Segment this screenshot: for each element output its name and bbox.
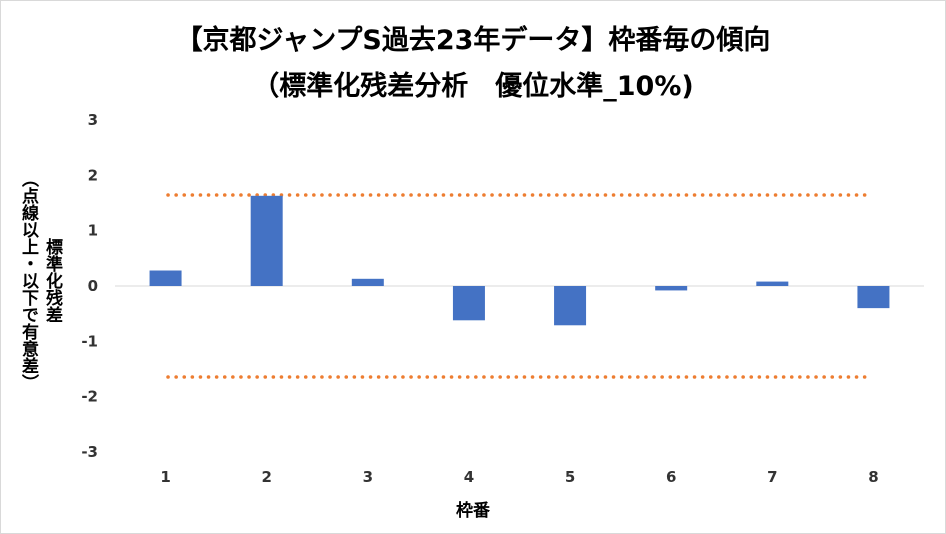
- x-tick-label: 8: [868, 468, 878, 486]
- bar: [351, 278, 384, 286]
- x-tick-label: 5: [565, 468, 575, 486]
- y-tick-label: 1: [88, 222, 98, 240]
- chart-subtitle: （標準化残差分析 優位水準_10%): [252, 71, 694, 102]
- y-tick-label: 0: [88, 277, 98, 295]
- x-tick-label: 3: [363, 468, 373, 486]
- x-tick-label: 1: [160, 468, 170, 486]
- y-axis-label-main: 標準化残差: [42, 237, 62, 323]
- y-axis-label-sub: （点線以上・以下で有意差）: [18, 169, 38, 391]
- bar: [756, 281, 789, 286]
- y-tick-label: -3: [81, 443, 98, 461]
- bar: [554, 286, 587, 326]
- y-axis-label: 標準化残差 （点線以上・以下で有意差）: [10, 130, 70, 430]
- x-axis-label: 枠番: [456, 501, 490, 521]
- bar: [655, 286, 688, 291]
- x-tick-label: 6: [666, 468, 676, 486]
- y-tick-label: -2: [81, 388, 98, 406]
- y-tick-label: -1: [81, 332, 98, 350]
- bar: [250, 195, 283, 286]
- y-tick-label: 3: [88, 111, 98, 129]
- x-tick-label: 2: [261, 468, 271, 486]
- x-tick-label: 4: [464, 468, 474, 486]
- x-tick-label: 7: [767, 468, 777, 486]
- y-tick-label: 2: [88, 166, 98, 184]
- bar: [857, 286, 890, 309]
- chart-title: 【京都ジャンプS過去23年データ】枠番毎の傾向: [175, 25, 771, 56]
- bar: [452, 286, 485, 321]
- bar: [149, 270, 182, 286]
